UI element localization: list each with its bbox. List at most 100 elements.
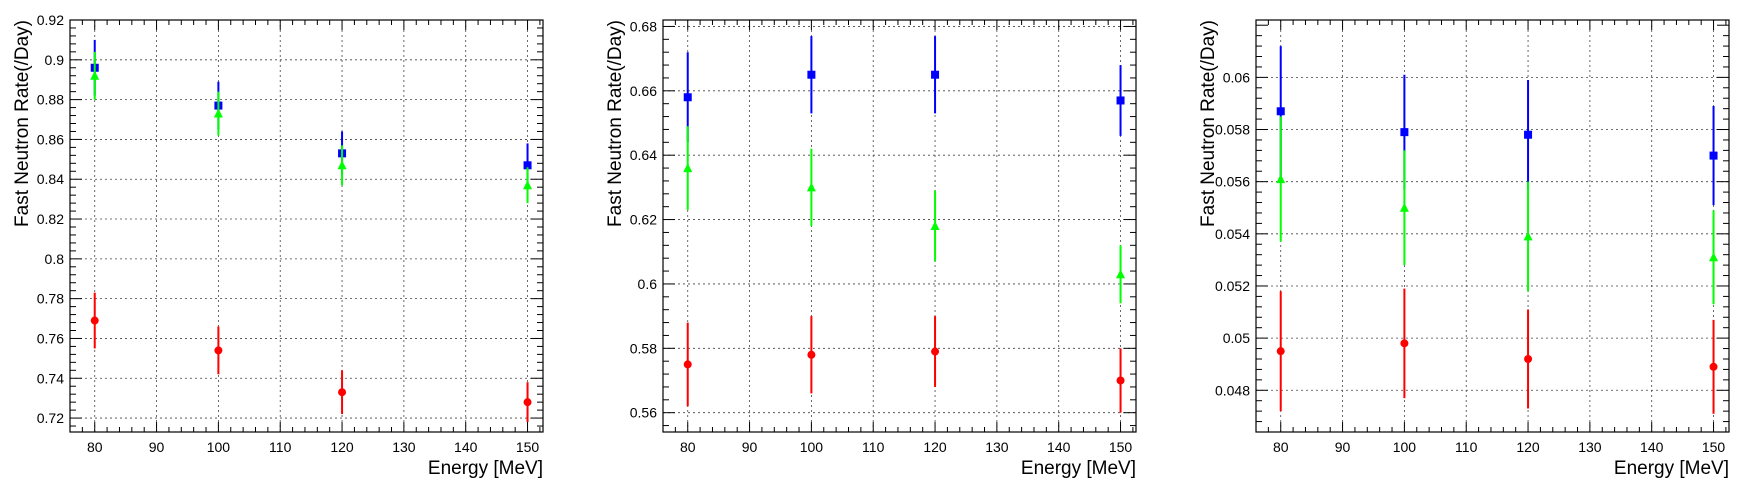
- y-tick-label: 0.06: [1223, 69, 1250, 85]
- y-tick-label: 0.82: [37, 211, 64, 227]
- y-tick-label: 0.6: [638, 276, 658, 292]
- x-tick-label: 140: [454, 439, 478, 455]
- data-point: [683, 93, 692, 102]
- data-point: [683, 360, 692, 369]
- y-tick-label: 0.8: [45, 251, 65, 267]
- x-tick-label: 100: [800, 439, 824, 455]
- data-point: [1276, 174, 1286, 184]
- axes: [69, 19, 544, 433]
- data-point: [90, 70, 100, 80]
- series-triangle: [683, 126, 1126, 304]
- plot-frame: [1255, 19, 1730, 433]
- series-circle: [1276, 288, 1718, 414]
- x-tick-label: 150: [1109, 439, 1133, 455]
- data-point: [807, 70, 816, 79]
- data-point: [90, 316, 99, 325]
- data-point: [338, 388, 347, 397]
- y-tick-label: 0.86: [37, 131, 64, 147]
- y-tick-label: 0.56: [630, 405, 657, 421]
- grid: [663, 20, 1136, 432]
- data-point: [1399, 202, 1409, 212]
- data-point: [931, 70, 940, 79]
- axes: [1255, 19, 1730, 433]
- x-axis-label: Energy [MeV]: [1614, 458, 1729, 479]
- y-tick-label: 0.58: [630, 340, 657, 356]
- y-tick-label: 0.052: [1215, 278, 1250, 294]
- x-tick-label: 80: [1273, 439, 1289, 455]
- data-point: [931, 347, 940, 356]
- y-tick-label: 0.72: [37, 410, 64, 426]
- data-point: [807, 350, 816, 359]
- y-tick-label: 0.78: [37, 291, 64, 307]
- data-point: [1709, 362, 1718, 371]
- plot-frame: [662, 19, 1137, 433]
- series-triangle: [90, 51, 533, 204]
- y-tick-label: 0.92: [37, 12, 64, 28]
- y-tick-label: 0.056: [1215, 174, 1250, 190]
- series-circle: [90, 292, 532, 423]
- x-tick-label: 100: [1393, 439, 1417, 455]
- y-tick-label: 0.054: [1215, 226, 1250, 242]
- data-point: [523, 161, 532, 170]
- y-tick-label: 0.66: [630, 83, 657, 99]
- x-tick-label: 120: [330, 439, 354, 455]
- data-point: [1116, 269, 1126, 279]
- data-point: [930, 221, 940, 230]
- y-axis-label: Fast Neutron Rate(/Day): [605, 20, 626, 227]
- x-tick-label: 130: [392, 439, 416, 455]
- data-point: [1116, 96, 1125, 105]
- series-triangle: [1276, 116, 1719, 305]
- y-tick-label: 0.76: [37, 330, 64, 346]
- x-tick-label: 130: [1578, 439, 1602, 455]
- series-circle: [683, 316, 1125, 413]
- x-tick-label: 80: [87, 439, 103, 455]
- plot-frame: [69, 19, 544, 433]
- data-point: [523, 180, 533, 190]
- x-tick-label: 90: [149, 439, 165, 455]
- data-point: [1709, 252, 1719, 262]
- chart-2: 80 90 100 110 120 130 140 150 0.56 0.58 0.6 0.62 0.6…: [605, 18, 1137, 479]
- data-point: [337, 160, 347, 170]
- y-tick-label: 0.84: [37, 171, 64, 187]
- x-tick-label: 120: [923, 439, 947, 455]
- y-tick-label: 0.048: [1215, 382, 1250, 398]
- data-point: [1524, 130, 1533, 139]
- x-tick-label: 110: [1455, 439, 1478, 455]
- x-tick-label: 90: [742, 439, 758, 455]
- y-axis-label: Fast Neutron Rate(/Day): [1198, 20, 1219, 227]
- x-tick-label: 150: [1702, 439, 1726, 455]
- data-point: [806, 182, 816, 192]
- x-tick-label: 140: [1640, 439, 1664, 455]
- axes: [662, 19, 1137, 433]
- data-point: [1400, 128, 1409, 137]
- y-tick-label: 0.74: [37, 370, 64, 386]
- grid: [1256, 20, 1729, 432]
- x-tick-label: 80: [680, 439, 696, 455]
- data-point: [1276, 107, 1285, 116]
- y-tick-label: 0.05: [1223, 330, 1250, 346]
- y-tick-label: 0.88: [37, 92, 64, 108]
- x-tick-label: 110: [862, 439, 885, 455]
- y-tick-label: 0.64: [630, 147, 657, 163]
- y-tick-label: 0.9: [45, 52, 65, 68]
- y-tick-label: 0.058: [1215, 122, 1250, 138]
- data-point: [523, 398, 532, 407]
- y-tick-label: 0.68: [630, 18, 657, 34]
- x-tick-label: 100: [207, 439, 231, 455]
- data-point: [1524, 354, 1533, 363]
- x-tick-label: 150: [516, 439, 540, 455]
- data-point: [1116, 376, 1125, 385]
- x-tick-label: 130: [985, 439, 1009, 455]
- x-tick-label: 110: [269, 439, 292, 455]
- x-tick-label: 120: [1516, 439, 1540, 455]
- data-point: [1276, 347, 1285, 356]
- x-tick-label: 140: [1047, 439, 1071, 455]
- chart-3: 80 90 100 110 120 130 140 150 0.048 0.05 0.052 0.05…: [1198, 19, 1730, 479]
- y-tick-label: 0.62: [630, 212, 657, 228]
- data-point: [1523, 231, 1533, 241]
- data-point: [214, 346, 223, 355]
- data-point: [1709, 151, 1718, 160]
- chart-1: 80 90 100 110 120 130 140 150 0.72 0.74 0.76 0.78 0.…: [12, 12, 544, 479]
- data-point: [213, 108, 223, 118]
